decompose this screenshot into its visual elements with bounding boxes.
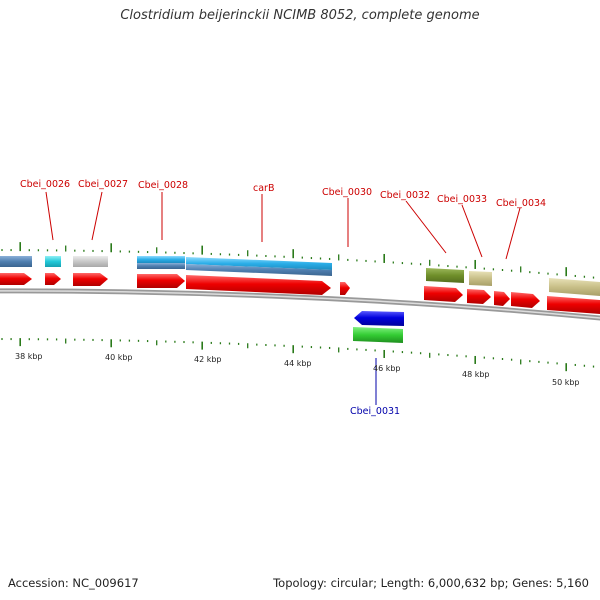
gene-arrow-forward[interactable] [73, 273, 108, 286]
gene-arrow-reverse[interactable] [354, 311, 404, 326]
label-leader [461, 204, 483, 258]
feature-bar[interactable] [353, 327, 403, 343]
gene-arrow-forward[interactable] [186, 275, 331, 295]
gene-label[interactable]: Cbei_0034 [496, 198, 546, 209]
gene-arrow-forward[interactable] [494, 291, 510, 306]
tick-label: 40 kbp [105, 353, 133, 362]
feature-bar[interactable] [137, 256, 185, 263]
tick-label: 38 kbp [15, 352, 43, 361]
feature-bar[interactable] [137, 263, 185, 269]
label-leader [45, 191, 54, 241]
gene-arrow-forward[interactable] [340, 282, 350, 295]
map-title: Clostridium beijerinckii NCIMB 8052, com… [120, 8, 480, 23]
backbone-shadow [0, 288, 600, 321]
genome-summary-text: Topology: circular; Length: 6,000,632 bp… [273, 576, 589, 590]
gene-arrow-forward[interactable] [137, 274, 185, 288]
tick-label: 44 kbp [284, 359, 312, 368]
accession-text: Accession: NC_009617 [8, 576, 139, 590]
feature-bar[interactable] [45, 256, 61, 267]
gene-arrow-forward[interactable] [511, 292, 540, 308]
feature-bar[interactable] [73, 256, 108, 267]
feature-bar[interactable] [549, 278, 600, 296]
gene-arrow-forward[interactable] [0, 273, 32, 285]
inner-tick-marks [1, 338, 595, 372]
tick-label: 48 kbp [462, 370, 490, 379]
gene-arrow-forward[interactable] [467, 289, 491, 304]
gene-label[interactable]: carB [253, 183, 274, 194]
gene-arrow-forward[interactable] [45, 273, 61, 285]
label-leader [91, 191, 103, 241]
gene-arrow-forward[interactable] [547, 296, 600, 314]
gene-label[interactable]: Cbei_0027 [78, 179, 128, 190]
gene-arrow-forward[interactable] [424, 286, 463, 302]
feature-bar[interactable] [469, 271, 492, 286]
label-leader [405, 200, 447, 254]
tick-label: 50 kbp [552, 378, 580, 387]
gene-label[interactable]: Cbei_0031 [350, 406, 400, 417]
gene-label[interactable]: Cbei_0033 [437, 194, 487, 205]
gene-label[interactable]: Cbei_0032 [380, 190, 430, 201]
feature-bar[interactable] [0, 256, 32, 267]
backbone-highlight [0, 290, 600, 319]
gene-label[interactable]: Cbei_0030 [322, 187, 372, 198]
label-leader [505, 207, 521, 260]
gene-label[interactable]: Cbei_0028 [138, 180, 188, 191]
tick-label: 42 kbp [194, 355, 222, 364]
feature-bar[interactable] [186, 257, 332, 270]
feature-bar[interactable] [186, 264, 332, 276]
tick-label: 46 kbp [373, 364, 401, 373]
feature-bar[interactable] [426, 268, 464, 283]
outer-tick-marks [1, 242, 595, 279]
gene-label[interactable]: Cbei_0026 [20, 179, 70, 190]
